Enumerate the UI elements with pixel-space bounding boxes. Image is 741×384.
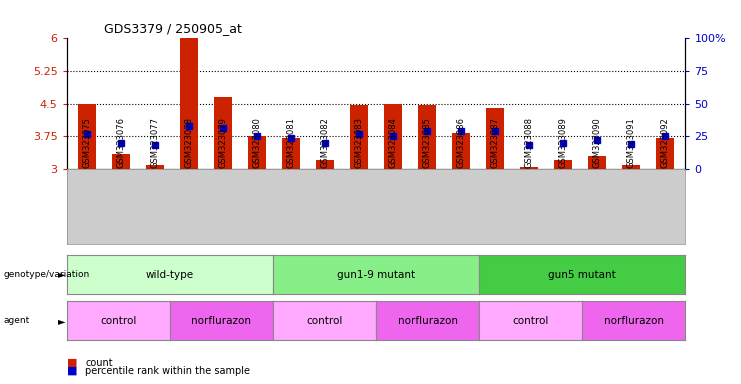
Text: norflurazon: norflurazon [191,316,251,326]
Bar [112,154,130,169]
Bar [452,133,471,169]
Text: norflurazon: norflurazon [398,316,458,326]
Text: percentile rank within the sample: percentile rank within the sample [85,366,250,376]
Text: ►: ► [58,270,65,280]
Bar [146,165,165,169]
Bar [622,165,640,169]
Bar [588,156,606,169]
Bar [180,38,199,169]
Text: norflurazon: norflurazon [604,316,664,326]
Text: control: control [513,316,549,326]
Bar [418,104,436,169]
Bar [213,97,233,169]
Bar [485,108,505,169]
Text: wild-type: wild-type [146,270,194,280]
Bar [316,160,334,169]
Text: agent: agent [4,316,30,325]
Text: gun5 mutant: gun5 mutant [548,270,617,280]
Text: ■: ■ [67,358,77,368]
Bar [554,160,572,169]
Bar [78,104,96,169]
Bar [656,137,674,169]
Bar [350,104,368,169]
Text: genotype/variation: genotype/variation [4,270,90,279]
Bar [282,139,300,169]
Text: ►: ► [58,316,65,326]
Text: control: control [100,316,136,326]
Bar [247,136,267,169]
Text: GDS3379 / 250905_at: GDS3379 / 250905_at [104,22,242,35]
Text: ■: ■ [67,366,77,376]
Text: count: count [85,358,113,368]
Text: gun1-9 mutant: gun1-9 mutant [337,270,415,280]
Bar [384,104,402,169]
Text: control: control [306,316,342,326]
Bar [519,167,539,169]
